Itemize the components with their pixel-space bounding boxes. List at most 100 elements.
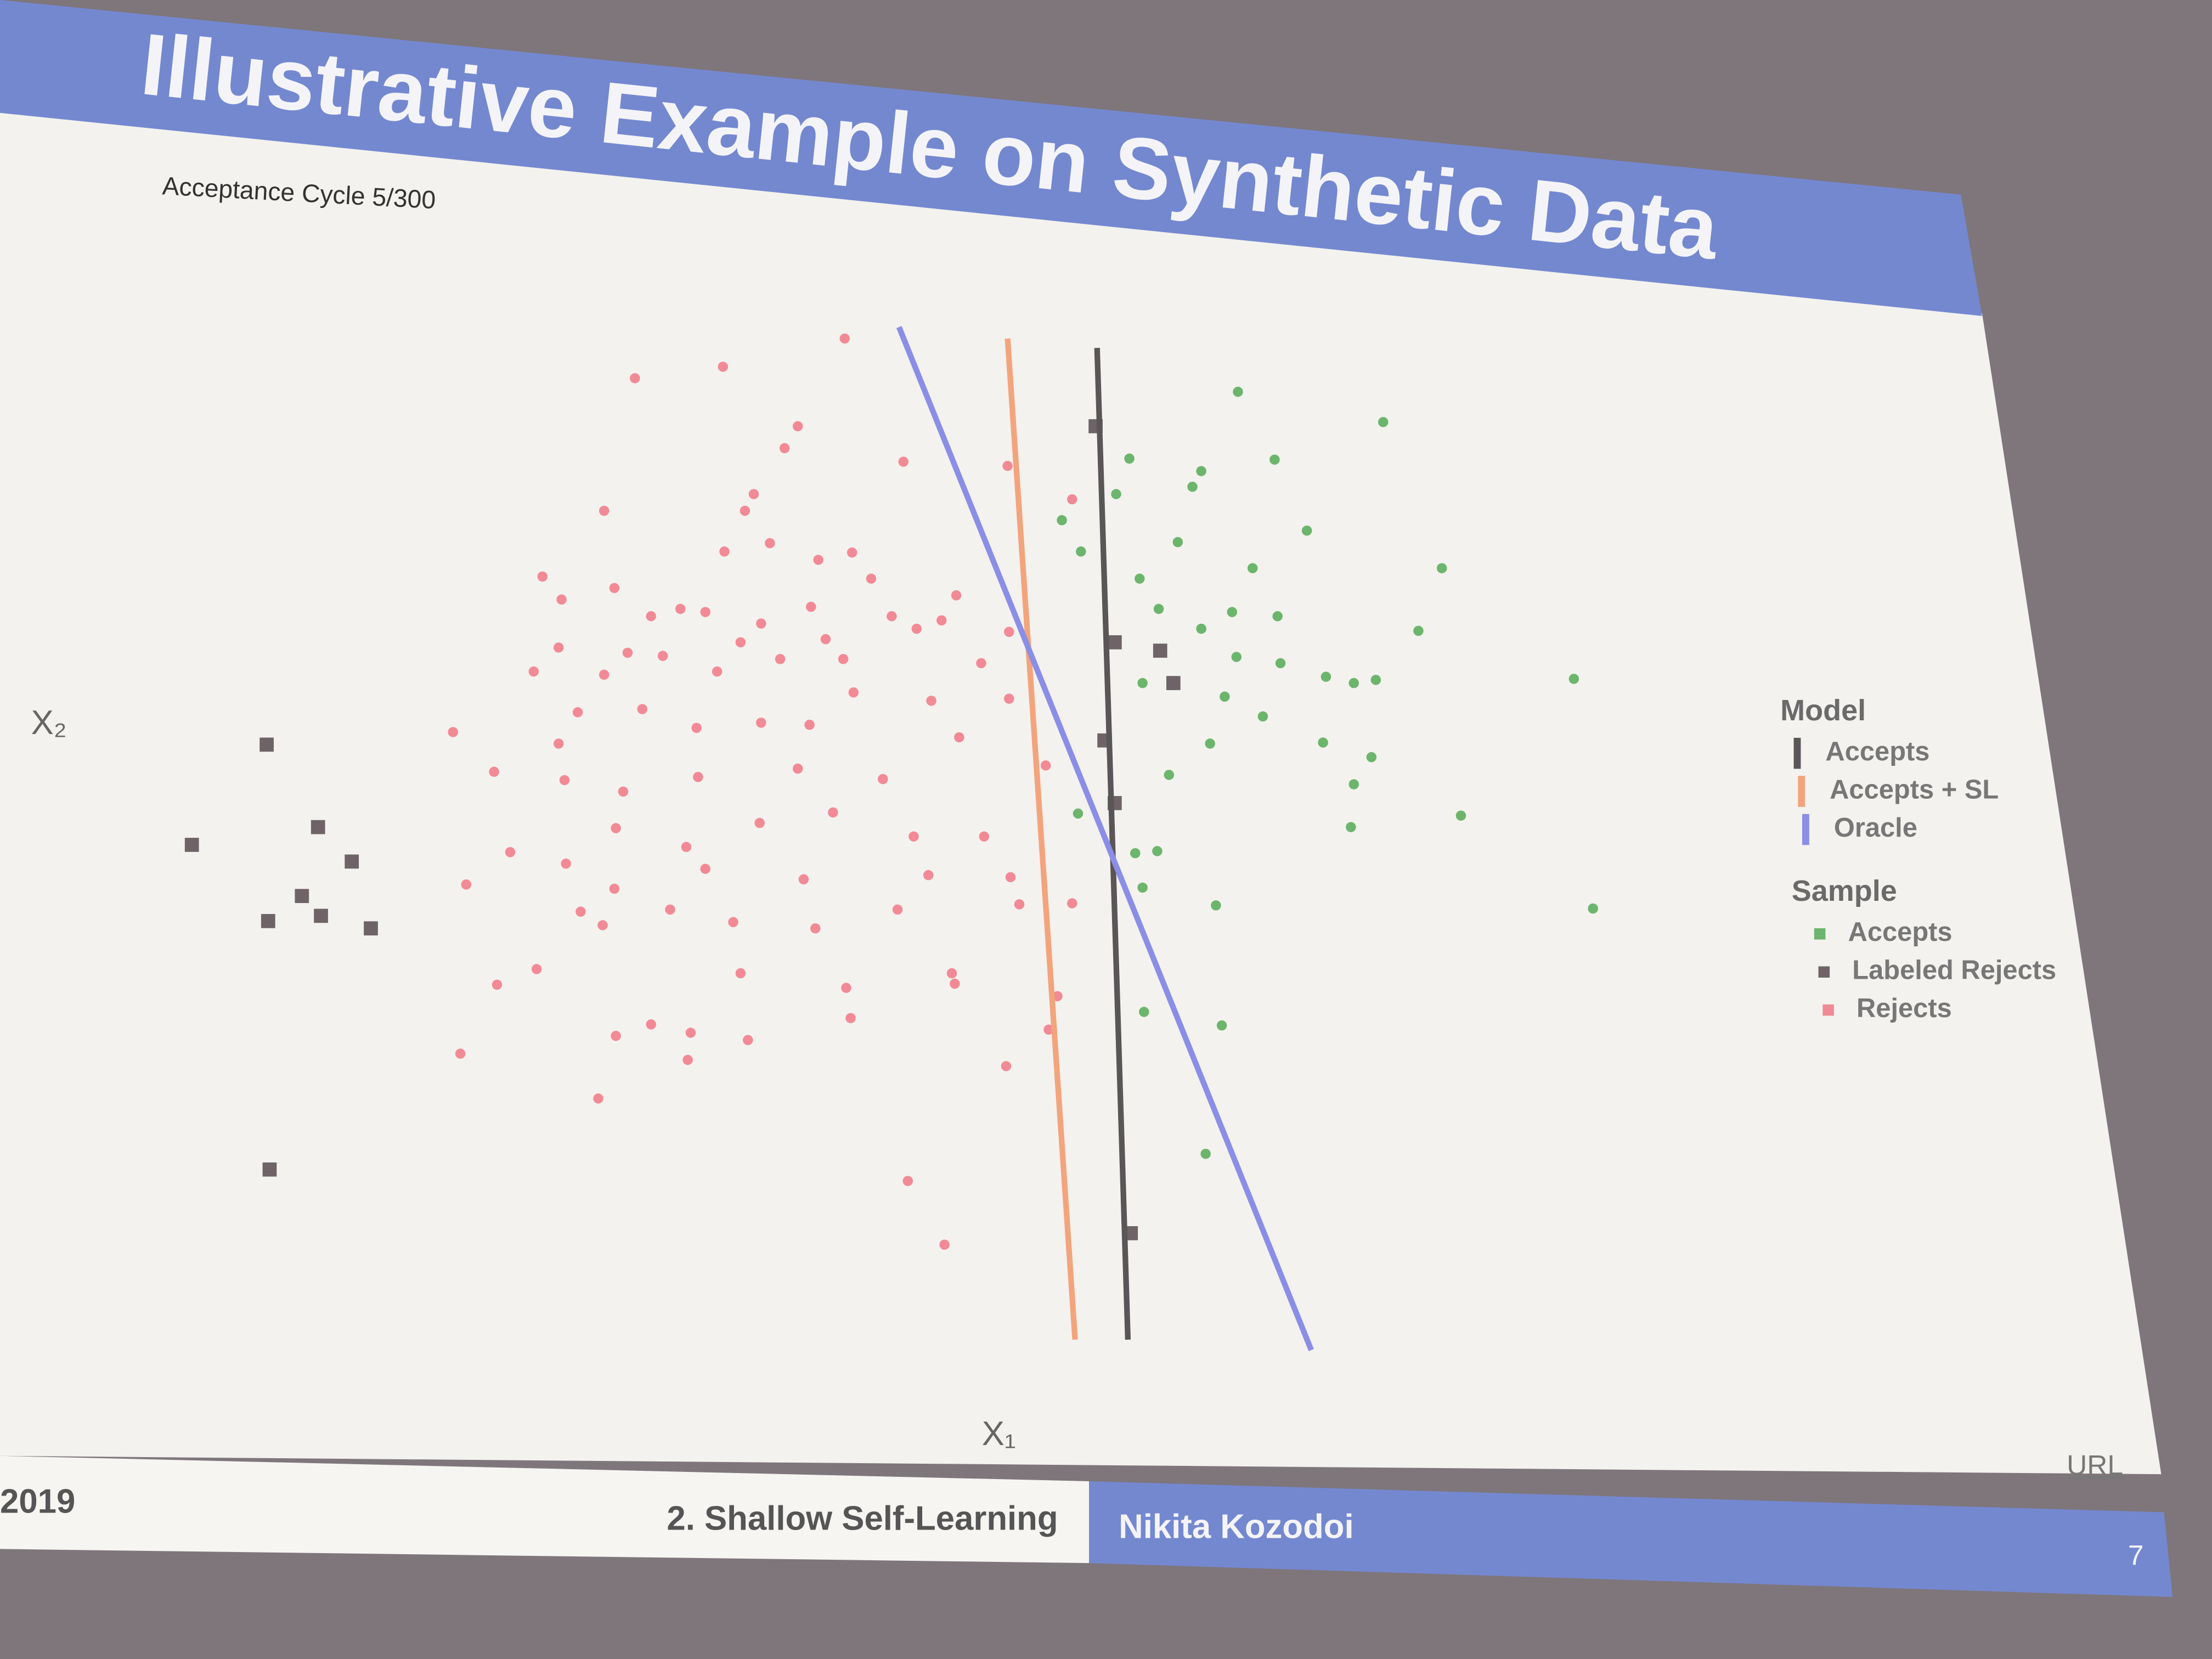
model-line xyxy=(896,326,1314,1351)
legend-label: Accepts + SL xyxy=(1830,775,1999,804)
point xyxy=(923,870,934,881)
point xyxy=(712,666,723,677)
point xyxy=(455,1048,466,1059)
point xyxy=(1067,494,1077,505)
square-point xyxy=(314,909,328,923)
square-point xyxy=(295,889,309,904)
point xyxy=(1014,899,1025,910)
slide-body xyxy=(0,110,2162,1475)
point xyxy=(675,603,686,614)
point xyxy=(1135,573,1145,584)
point xyxy=(718,362,729,372)
square-point xyxy=(1153,644,1167,658)
y-axis-label: X₂ xyxy=(31,704,67,742)
point xyxy=(1220,691,1230,702)
point xyxy=(531,964,542,974)
point xyxy=(926,696,936,706)
point xyxy=(1269,454,1280,465)
point xyxy=(599,505,610,516)
point xyxy=(754,817,765,828)
point xyxy=(693,772,703,782)
point xyxy=(561,858,571,869)
url-link[interactable]: URL xyxy=(2067,1449,2123,1481)
point xyxy=(1057,515,1067,526)
legend-marker xyxy=(1818,966,1830,978)
footer-author: Nikita Kozodoi xyxy=(1119,1508,1354,1546)
point xyxy=(1211,900,1221,911)
point xyxy=(528,666,539,677)
point xyxy=(936,615,947,626)
point xyxy=(806,601,816,612)
point xyxy=(1257,711,1268,722)
legend-label: Accepts xyxy=(1848,917,1953,947)
point xyxy=(756,618,766,629)
point xyxy=(804,719,815,730)
point xyxy=(1172,537,1183,548)
point xyxy=(1455,810,1466,821)
point xyxy=(792,763,803,774)
point xyxy=(976,658,986,669)
point xyxy=(792,421,803,432)
point xyxy=(1568,674,1579,684)
point xyxy=(1040,760,1051,771)
point xyxy=(646,1019,657,1030)
x-axis-label: X₁ xyxy=(982,1415,1016,1453)
legend-label: Accepts xyxy=(1825,737,1929,766)
point xyxy=(691,723,702,733)
square-point xyxy=(184,838,199,852)
square-point xyxy=(1166,676,1181,690)
point xyxy=(1436,563,1447,573)
legend-marker xyxy=(1822,1004,1834,1016)
point xyxy=(946,968,957,979)
point xyxy=(1005,872,1016,883)
point xyxy=(743,1035,753,1046)
point xyxy=(820,634,831,645)
point xyxy=(1346,822,1356,832)
point xyxy=(1227,607,1238,617)
point xyxy=(1318,737,1328,748)
square-point xyxy=(262,1162,277,1177)
point xyxy=(700,607,710,617)
point xyxy=(657,651,668,661)
point xyxy=(554,738,564,749)
point xyxy=(847,547,857,558)
point xyxy=(1153,603,1164,614)
point xyxy=(593,1093,603,1104)
point xyxy=(911,623,922,634)
point xyxy=(611,1030,621,1041)
point xyxy=(979,831,990,842)
point xyxy=(728,917,738,928)
point xyxy=(1301,525,1312,536)
point xyxy=(828,807,838,818)
point xyxy=(1588,903,1598,914)
point xyxy=(1111,489,1121,499)
point xyxy=(505,847,516,857)
point xyxy=(902,1176,913,1186)
point xyxy=(685,1028,696,1038)
point xyxy=(448,727,458,737)
point xyxy=(887,611,897,622)
point xyxy=(646,611,657,622)
point xyxy=(798,874,809,885)
point xyxy=(1366,752,1377,763)
point xyxy=(681,842,692,853)
point xyxy=(1130,848,1141,859)
point xyxy=(813,555,823,565)
point xyxy=(700,864,710,874)
point xyxy=(1196,466,1206,477)
point xyxy=(630,373,640,383)
footer-right xyxy=(1089,1481,2172,1597)
point xyxy=(1348,779,1359,789)
point xyxy=(845,1013,856,1024)
point xyxy=(775,654,786,664)
page-number: 7 xyxy=(2128,1539,2144,1571)
point xyxy=(618,786,629,797)
legend-marker xyxy=(1814,928,1826,940)
point xyxy=(559,775,570,786)
point xyxy=(1187,482,1198,492)
footer-date: 2019 xyxy=(0,1482,75,1520)
point xyxy=(735,968,746,979)
point xyxy=(1413,625,1424,636)
point xyxy=(622,647,633,658)
